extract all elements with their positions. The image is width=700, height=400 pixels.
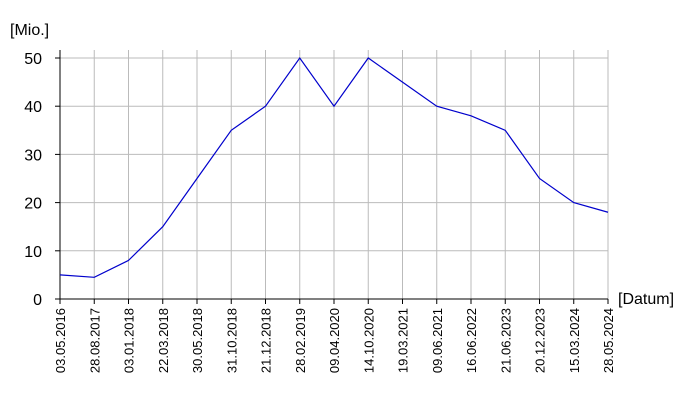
x-tick-label: 30.05.2018 [190, 308, 205, 373]
x-tick-label: 28.02.2019 [293, 308, 308, 373]
x-tick-label: 03.01.2018 [122, 308, 137, 373]
x-tick-label: 15.03.2024 [567, 308, 582, 373]
y-tick-label: 10 [24, 244, 42, 261]
x-tick-label: 20.12.2023 [533, 308, 548, 373]
x-tick-label: 03.05.2016 [53, 308, 68, 373]
x-tick-label: 09.04.2020 [327, 308, 342, 373]
x-tick-label: 21.12.2018 [259, 308, 274, 373]
x-tick-label: 16.06.2022 [464, 308, 479, 373]
x-tick-label: 21.06.2023 [498, 308, 513, 373]
y-tick-label: 50 [24, 51, 42, 68]
x-tick-label: 31.10.2018 [224, 308, 239, 373]
y-axis-label: [Mio.] [10, 22, 49, 39]
x-tick-label: 09.06.2021 [430, 308, 445, 373]
y-tick-label: 30 [24, 147, 42, 164]
y-tick-label: 20 [24, 196, 42, 213]
x-axis-label: [Datum] [618, 291, 674, 308]
x-tick-label: 14.10.2020 [361, 308, 376, 373]
y-tick-label: 40 [24, 99, 42, 116]
x-tick-label: 19.03.2021 [396, 308, 411, 373]
x-tick-label: 28.05.2024 [601, 308, 616, 373]
y-tick-label: 0 [33, 292, 42, 309]
data-line [59, 56, 609, 278]
x-tick-label: 22.03.2018 [156, 308, 171, 373]
x-tick-label: 28.08.2017 [87, 308, 102, 373]
